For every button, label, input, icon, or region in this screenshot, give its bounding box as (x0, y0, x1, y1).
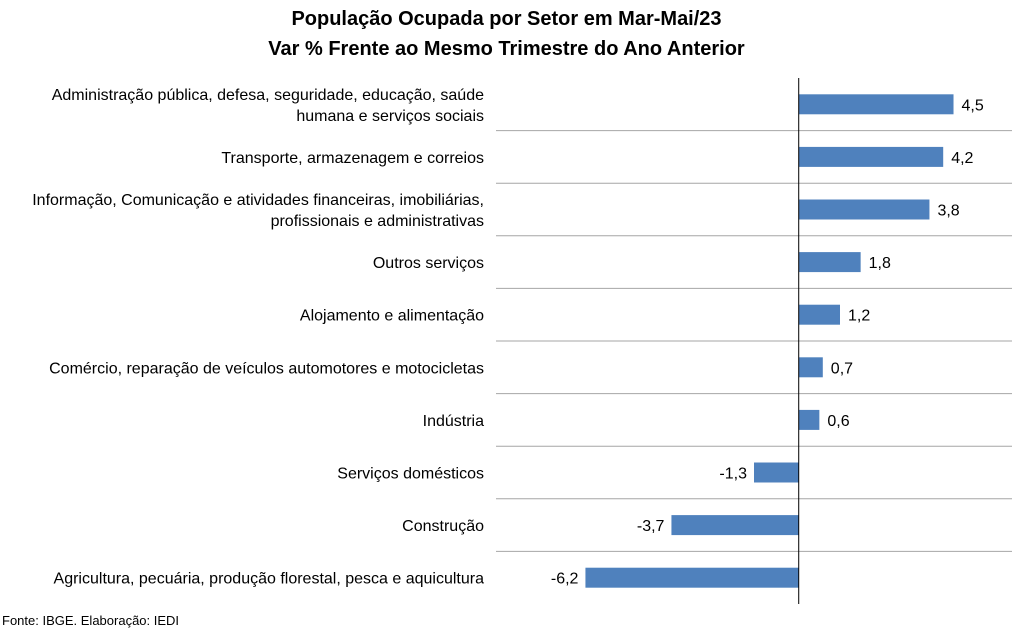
data-label: 0,7 (831, 360, 853, 377)
category-label: Outros serviços (373, 255, 484, 272)
category-label: Agricultura, pecuária, produção floresta… (54, 571, 485, 588)
category-label: Informação, Comunicação e atividades fin… (32, 192, 484, 209)
data-label: 1,8 (869, 255, 891, 272)
category-label: Indústria (423, 413, 484, 430)
category-label: Serviços domésticos (337, 466, 484, 483)
data-label: 3,8 (937, 203, 959, 220)
bar (754, 462, 799, 483)
data-label: -3,7 (637, 518, 665, 535)
data-label: 1,2 (848, 308, 870, 325)
category-label: Alojamento e alimentação (300, 308, 484, 325)
bar (671, 515, 799, 536)
category-label: Transporte, armazenagem e correios (221, 150, 484, 167)
category-label: Construção (402, 518, 484, 535)
category-label: profissionais e administrativas (271, 213, 484, 230)
source-note: Fonte: IBGE. Elaboração: IEDI (2, 613, 180, 628)
category-label: Comércio, reparação de veículos automoto… (49, 360, 484, 377)
bar (798, 357, 823, 378)
bar (798, 199, 930, 220)
category-label: Administração pública, defesa, seguridad… (52, 87, 484, 104)
category-label: humana e serviços sociais (296, 108, 484, 125)
bar (798, 252, 861, 273)
data-label: 0,6 (827, 413, 849, 430)
data-label: 4,5 (962, 97, 984, 114)
bar (798, 94, 954, 115)
data-label: 4,2 (951, 150, 973, 167)
bar (585, 567, 799, 588)
data-label: -1,3 (719, 466, 747, 483)
bar (798, 409, 820, 430)
bar (798, 146, 944, 167)
data-label: -6,2 (551, 571, 579, 588)
bar (798, 304, 840, 325)
chart-subtitle: Var % Frente ao Mesmo Trimestre do Ano A… (268, 38, 745, 60)
chart-title: População Ocupada por Setor em Mar-Mai/2… (291, 8, 722, 30)
